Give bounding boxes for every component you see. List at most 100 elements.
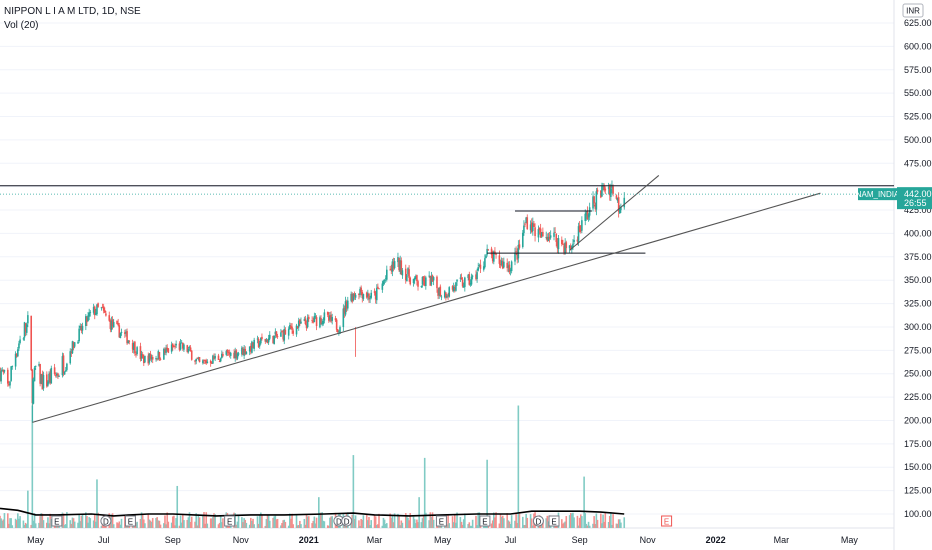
- volume-bar: [367, 520, 369, 528]
- dividend-marker[interactable]: D: [100, 515, 112, 527]
- candle-body: [257, 338, 260, 347]
- candle-body: [228, 352, 231, 355]
- earnings-marker[interactable]: E: [124, 515, 136, 527]
- volume-spike: [486, 459, 488, 528]
- candle-body: [467, 274, 469, 279]
- candles: [0, 180, 626, 423]
- candle-body: [343, 307, 346, 314]
- volume-bar: [85, 512, 87, 528]
- candle-body: [334, 318, 337, 321]
- volume-bar: [22, 520, 25, 528]
- dividend-marker[interactable]: D: [333, 515, 345, 527]
- volume-bar: [41, 513, 44, 528]
- volume-bar: [80, 515, 83, 528]
- candle-body: [205, 360, 208, 364]
- candle-body: [584, 213, 587, 221]
- candle-body: [319, 317, 321, 328]
- candle-body: [432, 277, 435, 281]
- marker-shape: [51, 515, 63, 527]
- candle-body: [610, 188, 612, 198]
- candle-body: [245, 351, 248, 355]
- volume-bar: [295, 514, 298, 528]
- candle-body: [213, 356, 215, 360]
- y-tick-label: 300.00: [904, 322, 932, 332]
- candle-body: [542, 231, 544, 237]
- earnings-marker[interactable]: E: [51, 515, 63, 527]
- volume-bar: [306, 516, 309, 528]
- trend-line[interactable]: [569, 175, 660, 251]
- volume-bar: [500, 516, 503, 528]
- marker-shape: [341, 515, 353, 527]
- candle-body: [251, 341, 253, 353]
- grid: [0, 0, 895, 550]
- volume-bar: [236, 521, 239, 528]
- price-axis[interactable]: 100.00 125.00 150.00 175.00 200.00 225.00 250.…: [904, 18, 932, 519]
- candle-body: [518, 244, 521, 248]
- marker-shape: [224, 515, 236, 527]
- dividend-marker[interactable]: D: [341, 515, 353, 527]
- candle-body: [477, 267, 480, 271]
- volume-bar: [375, 525, 378, 528]
- earnings-marker[interactable]: E: [224, 515, 236, 527]
- symbol-title[interactable]: NIPPON L I A M LTD, 1D, NSE: [4, 6, 141, 17]
- volume-bar: [600, 513, 602, 528]
- earnings-marker[interactable]: E: [661, 515, 673, 527]
- volume-bar: [257, 523, 260, 528]
- volume-bar: [147, 514, 150, 528]
- candle-body: [163, 348, 165, 360]
- volume-bar: [603, 521, 605, 528]
- time-axis[interactable]: May Jul Sep Nov 2021 Mar May Jul Sep Nov 2022 Mar Ma…: [27, 535, 858, 545]
- volume-bar: [50, 519, 53, 528]
- currency-badge[interactable]: INR: [902, 3, 924, 18]
- y-tick-label: 225.00: [904, 392, 932, 402]
- earnings-marker[interactable]: E: [479, 515, 491, 527]
- volume-bar: [18, 518, 20, 528]
- volume-bar: [70, 523, 73, 528]
- volume-bar: [243, 518, 245, 528]
- candle-body: [197, 357, 200, 359]
- candle-body: [494, 251, 496, 254]
- candle-body: [508, 264, 511, 273]
- candle-body: [452, 286, 455, 292]
- earnings-marker[interactable]: E: [548, 515, 560, 527]
- volume-bar: [565, 516, 568, 528]
- volume-bar: [136, 521, 138, 528]
- volume-bar: [110, 514, 113, 528]
- indicator-label[interactable]: Vol (20): [4, 20, 39, 31]
- volume-bar: [291, 513, 293, 528]
- trend-line[interactable]: [32, 192, 821, 423]
- candle-body: [73, 342, 76, 347]
- candle-body: [390, 268, 393, 271]
- volume-bar: [362, 515, 365, 528]
- candle-body: [96, 304, 98, 315]
- volume-bar: [409, 513, 412, 528]
- volume-bar: [165, 524, 167, 528]
- candle-body: [219, 358, 222, 362]
- volume-bar: [592, 523, 594, 528]
- candle-body: [109, 320, 112, 329]
- volume-bar: [312, 520, 315, 528]
- volume-spike: [583, 476, 585, 528]
- candle-body: [85, 316, 87, 327]
- candle-body: [119, 332, 122, 339]
- volume-bar: [256, 516, 259, 528]
- volume-bar: [456, 512, 458, 528]
- candle-body: [339, 327, 341, 334]
- earnings-marker[interactable]: E: [435, 515, 447, 527]
- volume-bar: [307, 516, 310, 528]
- volume-bar: [64, 524, 67, 528]
- candle-body: [579, 230, 582, 231]
- candle-body: [187, 348, 190, 352]
- volume-bar: [573, 517, 575, 528]
- candle-body: [264, 338, 267, 342]
- candle-body: [573, 240, 575, 242]
- volume-bar: [151, 518, 154, 528]
- candle-body: [470, 276, 473, 285]
- volume-bar: [187, 517, 190, 528]
- volume-bar: [209, 518, 212, 528]
- volume-bar: [482, 525, 485, 528]
- candle-body: [581, 220, 583, 231]
- candle-body: [63, 371, 66, 375]
- dividend-marker[interactable]: D: [532, 515, 544, 527]
